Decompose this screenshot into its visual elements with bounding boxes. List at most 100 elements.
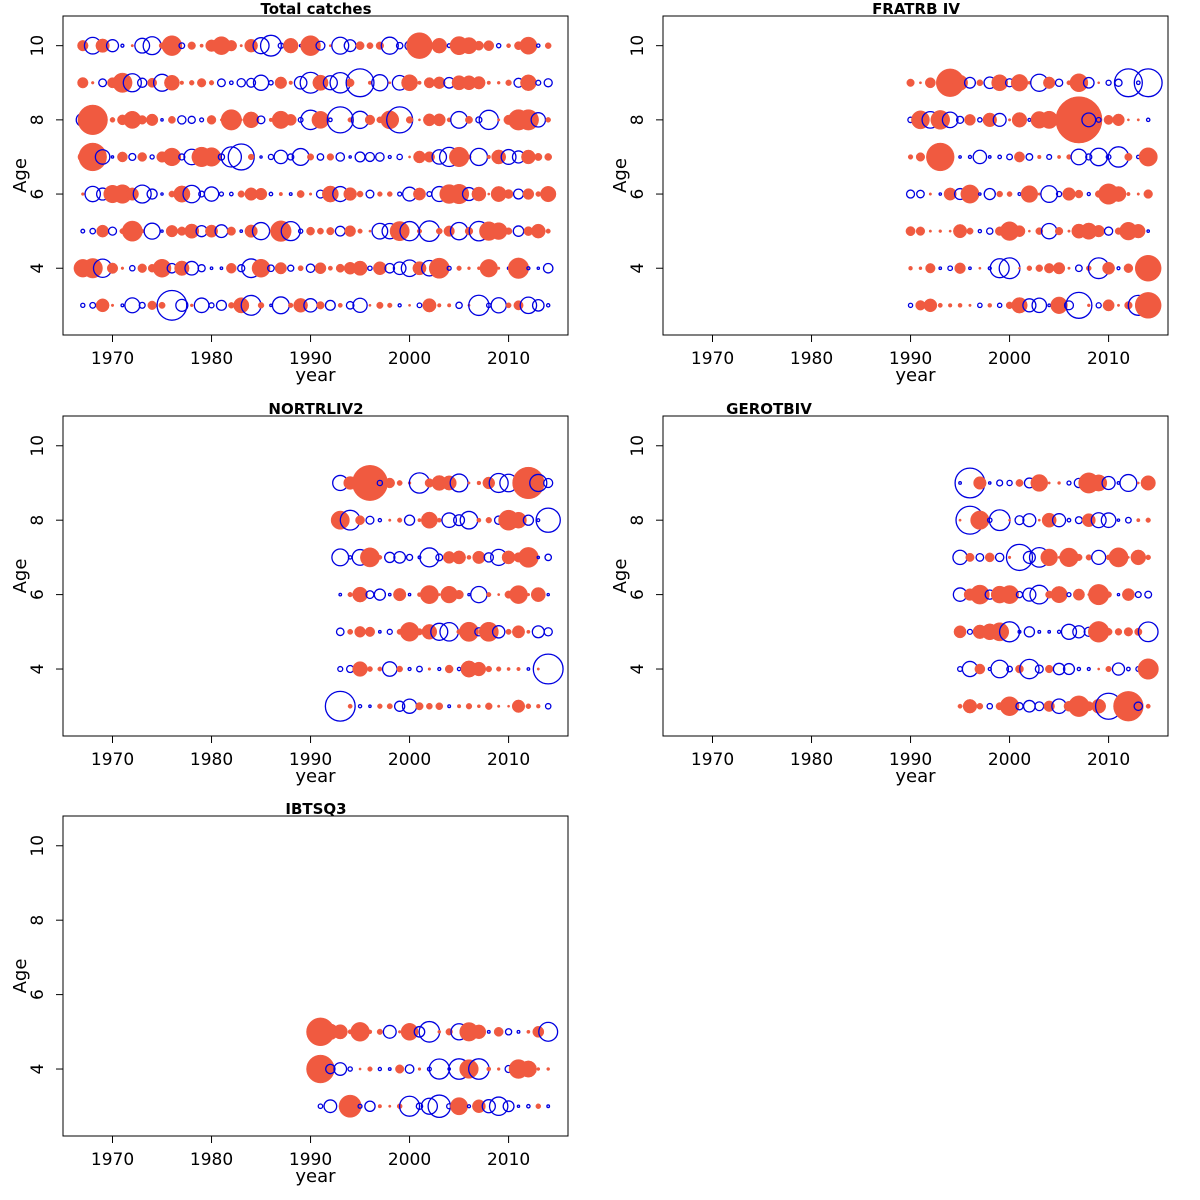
positive-residual-bubble	[278, 192, 283, 197]
x-axis-label: year	[295, 1166, 336, 1187]
bubble-group	[952, 467, 1159, 722]
negative-residual-bubble	[348, 155, 352, 159]
positive-residual-bubble	[1035, 227, 1044, 235]
negative-residual-bubble	[269, 303, 273, 308]
positive-residual-bubble	[545, 117, 551, 123]
negative-residual-bubble	[326, 106, 354, 134]
negative-residual-bubble	[526, 266, 531, 271]
positive-residual-bubble	[393, 588, 407, 602]
negative-residual-bubble	[1116, 592, 1121, 597]
negative-residual-bubble	[1022, 699, 1036, 713]
positive-residual-bubble	[449, 184, 470, 205]
positive-residual-bubble	[247, 153, 255, 161]
negative-residual-bubble	[343, 39, 357, 53]
positive-residual-bubble	[496, 666, 502, 672]
positive-residual-bubble	[1092, 225, 1105, 238]
negative-residual-bubble	[246, 77, 257, 88]
positive-residual-bubble	[1134, 292, 1162, 319]
positive-residual-bubble	[1123, 263, 1134, 273]
positive-residual-bubble	[545, 228, 551, 234]
negative-residual-bubble	[1019, 658, 1040, 680]
positive-residual-bubble	[189, 80, 195, 86]
negative-residual-bubble	[516, 1104, 521, 1109]
negative-residual-bubble	[387, 154, 392, 160]
positive-residual-bubble	[1044, 263, 1055, 274]
negative-residual-bubble	[416, 302, 423, 309]
positive-residual-bubble	[530, 587, 546, 602]
negative-residual-bubble	[182, 184, 202, 204]
negative-residual-bubble	[1022, 513, 1037, 528]
positive-residual-bubble	[1087, 303, 1091, 308]
positive-residual-bubble	[397, 517, 403, 523]
positive-residual-bubble	[226, 226, 236, 236]
positive-residual-bubble	[497, 704, 501, 708]
negative-residual-bubble	[322, 75, 338, 91]
negative-residual-bubble	[317, 1103, 324, 1110]
negative-residual-bubble	[110, 155, 115, 159]
negative-residual-bubble	[1100, 512, 1117, 529]
positive-residual-bubble	[386, 703, 393, 710]
positive-residual-bubble	[1050, 586, 1068, 604]
x-tick-label: 1990	[289, 1150, 332, 1170]
positive-residual-bubble	[146, 113, 159, 126]
x-tick-label: 1970	[691, 750, 734, 770]
negative-residual-bubble	[1113, 68, 1143, 98]
positive-residual-bubble	[360, 547, 380, 568]
negative-residual-bubble	[916, 189, 925, 199]
y-tick-label: 6	[28, 989, 48, 1000]
negative-residual-bubble	[218, 191, 225, 197]
negative-residual-bubble	[338, 592, 343, 597]
negative-residual-bubble	[1017, 629, 1022, 634]
positive-residual-bubble	[486, 154, 491, 160]
positive-residual-bubble	[415, 702, 424, 711]
positive-residual-bubble	[357, 228, 363, 234]
negative-residual-bubble	[536, 266, 541, 271]
positive-residual-bubble	[536, 704, 541, 709]
positive-residual-bubble	[137, 263, 147, 273]
negative-residual-bubble	[187, 115, 196, 125]
y-tick-label: 4	[28, 664, 48, 675]
negative-residual-bubble	[500, 148, 517, 165]
positive-residual-bubble	[1006, 191, 1013, 197]
negative-residual-bubble	[938, 192, 943, 196]
positive-residual-bubble	[968, 303, 972, 307]
positive-residual-bubble	[95, 38, 110, 53]
positive-residual-bubble	[490, 222, 508, 240]
negative-residual-bubble	[531, 298, 545, 312]
negative-residual-bubble	[259, 155, 263, 159]
positive-residual-bubble	[520, 74, 537, 91]
negative-residual-bubble	[543, 78, 553, 88]
negative-residual-bubble	[89, 301, 97, 309]
positive-residual-bubble	[1047, 481, 1051, 485]
negative-residual-bubble	[160, 229, 164, 233]
negative-residual-bubble	[376, 479, 384, 487]
negative-residual-bubble	[1040, 222, 1058, 240]
positive-residual-bubble	[1057, 155, 1062, 159]
negative-residual-bubble	[398, 1095, 421, 1117]
plot-frame	[662, 15, 1169, 336]
negative-residual-bubble	[545, 303, 551, 308]
positive-residual-bubble	[974, 663, 986, 675]
positive-residual-bubble	[964, 114, 976, 126]
y-tick-label: 10	[28, 35, 48, 57]
negative-residual-bubble	[430, 622, 449, 641]
positive-residual-bubble	[507, 257, 530, 279]
x-tick-label: 1980	[190, 1150, 233, 1170]
positive-residual-bubble	[535, 1103, 542, 1109]
positive-residual-bubble	[1131, 224, 1146, 239]
positive-residual-bubble	[435, 227, 443, 235]
positive-residual-bubble	[420, 511, 438, 529]
x-tick-label: 1990	[289, 349, 332, 369]
negative-residual-bubble	[905, 189, 916, 199]
negative-residual-bubble	[94, 149, 111, 165]
positive-residual-bubble	[1074, 189, 1084, 199]
y-tick-label: 8	[628, 114, 648, 125]
panel-title: GEROTBIV	[726, 400, 812, 418]
positive-residual-bubble	[466, 555, 472, 560]
positive-residual-bubble	[471, 186, 487, 202]
positive-residual-bubble	[356, 190, 364, 198]
positive-residual-bubble	[953, 625, 967, 639]
positive-residual-bubble	[476, 517, 482, 523]
negative-residual-bubble	[397, 303, 402, 308]
positive-residual-bubble	[1013, 225, 1026, 237]
